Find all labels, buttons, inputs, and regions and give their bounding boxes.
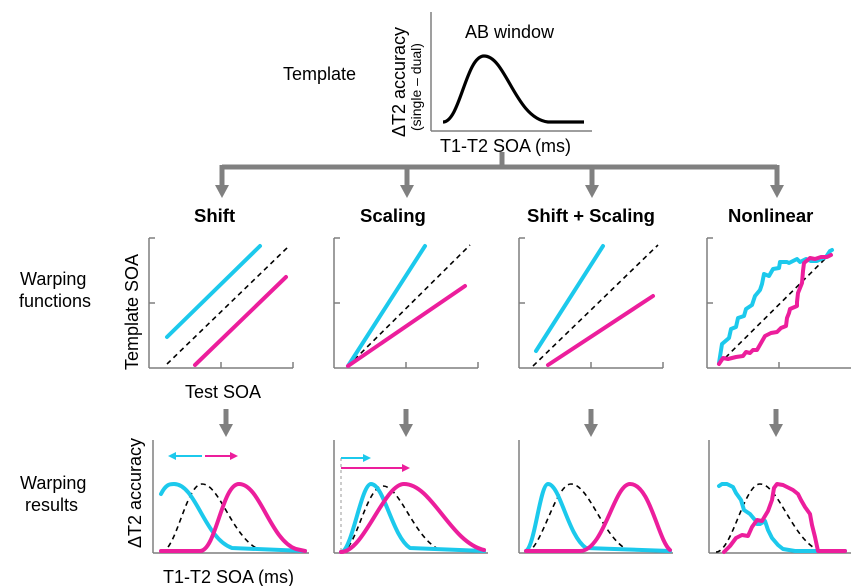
warp-shift-magenta-line bbox=[193, 275, 288, 367]
warp-nonlinear-cyan-line bbox=[717, 248, 834, 365]
warp-axes-nonlinear bbox=[706, 237, 851, 369]
result-shift-cyan-arrow bbox=[168, 452, 202, 460]
result-xlabel: T1-T2 SOA (ms) bbox=[163, 567, 294, 586]
panel-title-nonlinear: Nonlinear bbox=[728, 205, 813, 226]
result-scaling-magenta-curve bbox=[339, 482, 486, 554]
warp-nonlinear-magenta-line bbox=[717, 253, 833, 366]
warp-ylabel-template-soa: Template SOA bbox=[122, 254, 142, 370]
result-shift-scaling-cyan-curve bbox=[524, 482, 672, 553]
panel-title-scaling: Scaling bbox=[360, 205, 426, 226]
row-arrow-shift bbox=[219, 409, 233, 437]
template-axes bbox=[430, 12, 592, 132]
result-nonlinear-cyan-curve bbox=[717, 482, 847, 553]
warp-shift-scaling-identity-line bbox=[532, 244, 659, 367]
panel-title-shift: Shift bbox=[194, 205, 235, 226]
result-scaling-template-curve bbox=[340, 485, 485, 553]
warp-axes-scaling bbox=[333, 237, 479, 369]
warp-shift-cyan-line bbox=[165, 244, 262, 339]
result-scaling-magenta-arrow bbox=[341, 464, 410, 472]
flow-arrow-nonlinear bbox=[770, 185, 784, 198]
warp-scaling-magenta-line bbox=[346, 284, 467, 368]
row-arrow-scaling bbox=[399, 409, 413, 437]
panel-title-shift-scaling: Shift + Scaling bbox=[527, 205, 655, 226]
flow-arrow-scaling bbox=[400, 185, 414, 198]
flow-arrow-shift bbox=[215, 185, 229, 198]
warp-shift-scaling-magenta-line bbox=[546, 294, 655, 367]
warp-scaling-cyan-line bbox=[346, 244, 427, 368]
result-scaling-cyan-arrow bbox=[341, 454, 371, 462]
row-label-warping-results-1: Warping bbox=[20, 473, 86, 493]
template-ylabel: ΔT2 accuracy bbox=[389, 27, 409, 137]
row-arrow-shift-scaling bbox=[584, 409, 598, 437]
warp-shift-scaling-cyan-line bbox=[534, 244, 605, 353]
row-label-warping-functions-1: Warping bbox=[20, 269, 86, 289]
template-xlabel: T1-T2 SOA (ms) bbox=[440, 136, 571, 156]
result-shift-cyan-curve bbox=[159, 482, 307, 553]
result-nonlinear-template-curve bbox=[715, 483, 846, 553]
row-label-warping-results-2: results bbox=[25, 495, 78, 515]
template-ylabel-sub: (single – dual) bbox=[408, 43, 424, 131]
warp-shift-identity-line bbox=[166, 245, 290, 365]
result-ylabel: ΔT2 accuracy bbox=[125, 438, 145, 548]
result-axes-scaling bbox=[333, 440, 488, 554]
warp-scaling-identity-line bbox=[347, 244, 471, 367]
result-shift-magenta-curve bbox=[159, 482, 307, 553]
row-label-warping-functions-2: functions bbox=[19, 291, 91, 311]
template-ab-curve bbox=[442, 54, 584, 124]
result-shift-scaling-template-curve bbox=[525, 483, 671, 553]
template-label: Template bbox=[283, 64, 356, 84]
result-shift-template-curve bbox=[160, 483, 306, 553]
ab-window-label: AB window bbox=[465, 22, 555, 42]
flow-arrow-shift-scaling bbox=[585, 185, 599, 198]
warp-xlabel-test-soa: Test SOA bbox=[185, 382, 261, 402]
flow-connector bbox=[219, 152, 780, 186]
result-shift-scaling-magenta-curve bbox=[524, 482, 672, 553]
result-shift-magenta-arrow bbox=[205, 452, 238, 460]
warp-axes-shift-scaling bbox=[518, 237, 664, 369]
result-nonlinear-magenta-curve bbox=[722, 482, 847, 554]
row-arrow-nonlinear bbox=[769, 409, 783, 437]
warp-axes-shift bbox=[148, 237, 294, 369]
result-scaling-cyan-curve bbox=[339, 482, 486, 554]
